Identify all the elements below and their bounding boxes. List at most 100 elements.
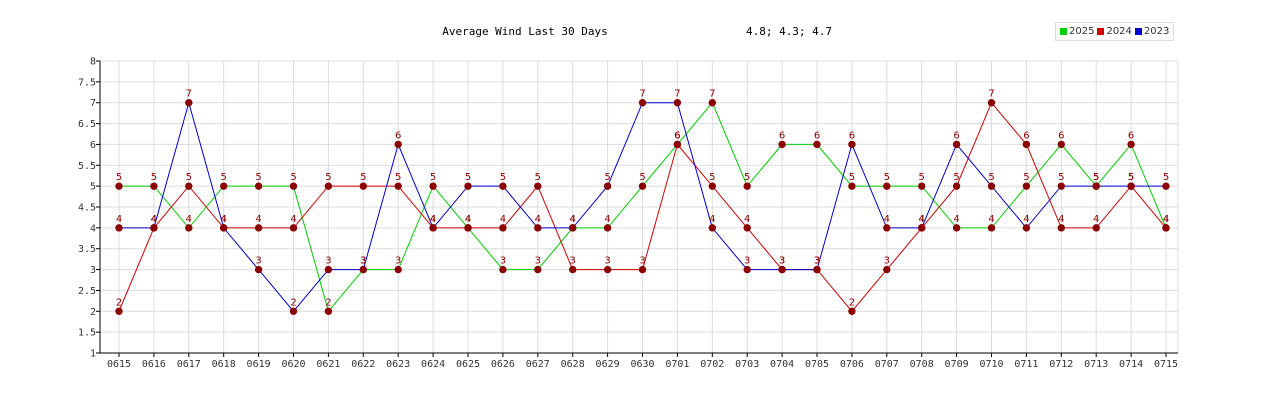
data-label-2024: 5 xyxy=(709,172,715,183)
x-tick-label: 0623 xyxy=(386,359,410,370)
y-tick-label: 4.5 xyxy=(78,203,96,214)
x-tick-label: 0702 xyxy=(700,359,724,370)
data-label-2025: 5 xyxy=(255,172,261,183)
data-point-2024 xyxy=(359,182,367,190)
data-point-2023 xyxy=(743,265,751,274)
data-label-2024: 4 xyxy=(290,214,296,225)
data-point-2024 xyxy=(603,265,612,274)
data-point-2023 xyxy=(603,182,612,190)
legend-swatch-2025 xyxy=(1060,28,1067,35)
data-point-2023 xyxy=(673,99,682,107)
data-point-2024 xyxy=(569,265,577,274)
x-tick-label: 0707 xyxy=(875,359,899,370)
data-label-2023: 3 xyxy=(744,256,750,267)
data-point-2023 xyxy=(429,224,437,232)
legend-item-2025: 2025 xyxy=(1060,26,1094,37)
grid xyxy=(100,60,1179,354)
x-tick-label: 0617 xyxy=(177,359,201,370)
data-label-2025: 5 xyxy=(290,172,296,183)
data-point-2023 xyxy=(499,182,507,190)
data-label-2024: 3 xyxy=(604,256,610,267)
data-label-2023: 3 xyxy=(779,256,785,267)
data-label-2025: 5 xyxy=(1093,172,1099,183)
data-label-2025: 4 xyxy=(186,214,192,225)
data-point-2023 xyxy=(324,265,333,274)
data-label-2023: 4 xyxy=(430,214,436,225)
x-tick-label: 0627 xyxy=(526,359,550,370)
data-point-2024 xyxy=(324,182,333,190)
x-tick-label: 0711 xyxy=(1014,359,1038,370)
x-tick-label: 0620 xyxy=(281,359,305,370)
data-point-2024 xyxy=(1092,224,1100,232)
data-label-2025: 4 xyxy=(988,214,994,225)
data-label-2024: 4 xyxy=(919,214,925,225)
y-tick-label: 6 xyxy=(90,140,96,151)
data-label-2024: 4 xyxy=(430,214,436,225)
data-label-2023: 4 xyxy=(535,214,541,225)
data-point-2023 xyxy=(534,224,542,232)
x-tick-label: 0708 xyxy=(910,359,934,370)
data-point-2023 xyxy=(918,224,926,232)
data-point-2023 xyxy=(254,265,263,274)
x-tick-label: 0630 xyxy=(630,359,654,370)
data-point-2023 xyxy=(394,140,402,149)
data-markers xyxy=(115,99,1170,315)
data-point-2023 xyxy=(569,224,577,232)
data-point-2024 xyxy=(254,224,263,232)
data-point-2024 xyxy=(185,182,193,190)
data-label-2023: 5 xyxy=(988,172,994,183)
data-label-2023: 4 xyxy=(1023,214,1029,225)
chart-subtitle: 4.8; 4.3; 4.7 xyxy=(746,25,832,38)
data-label-2025: 5 xyxy=(430,172,436,183)
data-label-2023: 4 xyxy=(151,214,157,225)
legend-swatch-2023 xyxy=(1134,28,1142,35)
data-label-2023: 6 xyxy=(849,130,855,141)
data-label-2024: 7 xyxy=(988,89,994,100)
data-point-2025 xyxy=(499,265,507,274)
y-tick-label: 8 xyxy=(90,57,96,68)
data-point-2023 xyxy=(185,99,193,107)
data-label-2024: 3 xyxy=(570,256,576,267)
data-label-2025: 3 xyxy=(360,256,366,267)
data-point-2023 xyxy=(778,265,786,274)
chart-title: Average Wind Last 30 Days xyxy=(442,25,608,38)
x-tick-label: 0629 xyxy=(596,359,620,370)
y-tick-label: 7 xyxy=(90,98,96,109)
x-tick-label: 0713 xyxy=(1084,359,1108,370)
x-tick-label: 0615 xyxy=(107,359,131,370)
data-point-2024 xyxy=(848,307,856,315)
x-tick-label: 0621 xyxy=(316,359,340,370)
x-tick-label: 0701 xyxy=(665,359,689,370)
data-point-2025 xyxy=(150,182,158,190)
x-tick-label: 0624 xyxy=(421,359,445,370)
data-point-2023 xyxy=(952,140,961,149)
data-point-2024 xyxy=(464,224,472,232)
x-tick-label: 0705 xyxy=(805,359,829,370)
data-label-2025: 5 xyxy=(639,172,645,183)
data-point-2024 xyxy=(952,182,961,190)
data-point-2025 xyxy=(1022,182,1031,190)
data-label-2024: 5 xyxy=(325,172,331,183)
x-tick-label: 0628 xyxy=(561,359,585,370)
x-tick-label: 0706 xyxy=(840,359,864,370)
axes xyxy=(96,60,1178,357)
data-point-2025 xyxy=(848,182,856,190)
data-point-2025 xyxy=(987,224,996,232)
data-label-2024: 4 xyxy=(1163,214,1169,225)
data-label-2023: 7 xyxy=(674,89,680,100)
data-label-2023: 6 xyxy=(953,130,959,141)
data-label-2024: 3 xyxy=(814,256,820,267)
data-label-2024: 4 xyxy=(151,214,157,225)
x-tick-label: 0703 xyxy=(735,359,759,370)
y-tick-label: 6.5 xyxy=(78,119,96,130)
x-tick-label: 0619 xyxy=(247,359,271,370)
data-point-2024 xyxy=(708,182,716,190)
data-label-2025: 4 xyxy=(570,214,576,225)
data-point-2025 xyxy=(638,182,647,190)
y-tick-label: 1 xyxy=(90,349,96,360)
data-label-2024: 5 xyxy=(953,172,959,183)
x-tick-label: 0715 xyxy=(1154,359,1178,370)
data-label-2025: 3 xyxy=(395,256,401,267)
data-label-2023: 4 xyxy=(919,214,925,225)
